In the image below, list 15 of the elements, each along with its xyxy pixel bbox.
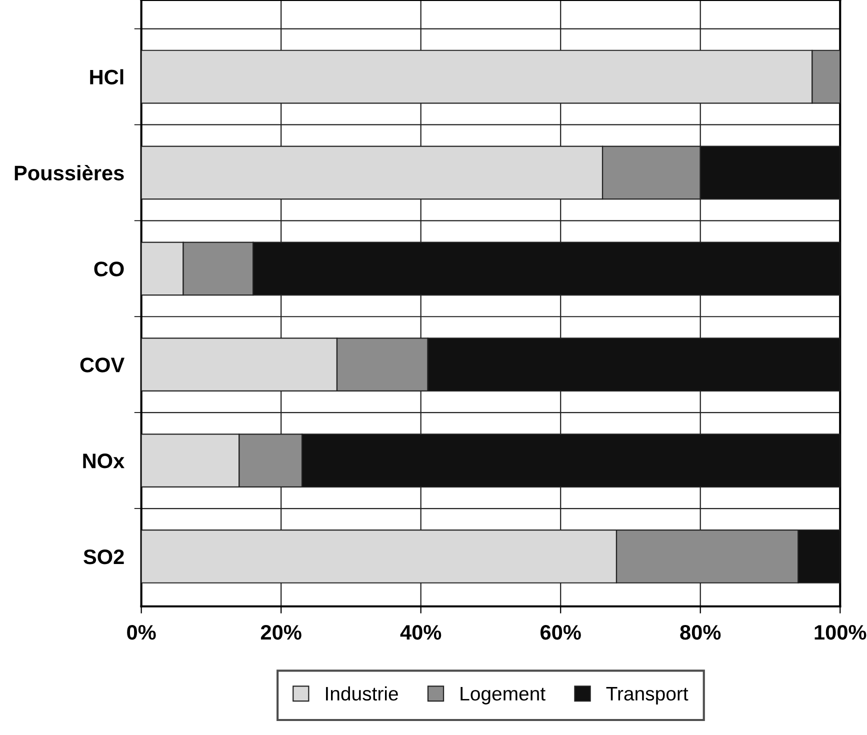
x-tick-label: 80% (680, 624, 721, 640)
x-tick-label: 40% (400, 624, 442, 640)
y-tick-label: NOx (83, 454, 125, 468)
y-tick-label: SO2 (84, 549, 124, 564)
x-tick-label: 60% (540, 624, 581, 640)
y-tick-label: Poussières (14, 164, 124, 180)
x-tick-label: 100% (814, 624, 866, 640)
y-tick-label: CO (94, 262, 124, 276)
legend-label: Industrie (326, 686, 398, 701)
y-tick-label: COV (80, 358, 125, 372)
y-tick-label: HCl (90, 69, 124, 85)
legend-label: Logement (460, 687, 546, 704)
legend-label: Transport (606, 687, 688, 704)
x-tick-label: 0% (127, 624, 156, 640)
x-tick-label: 20% (260, 624, 302, 640)
